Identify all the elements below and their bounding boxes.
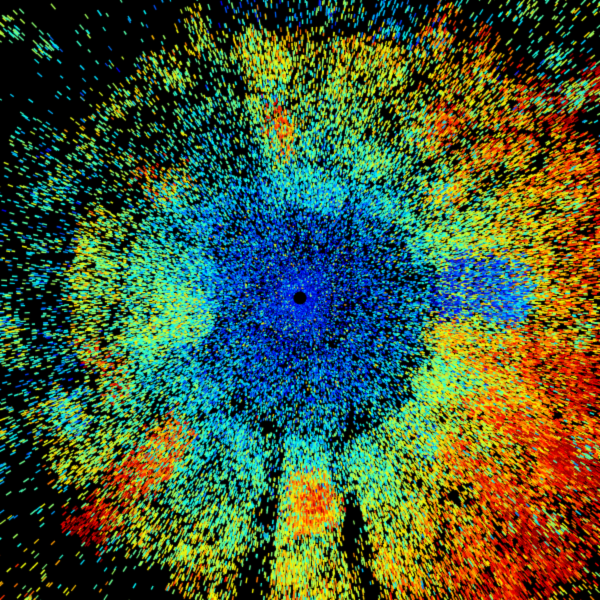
radial-point-cloud-canvas	[0, 0, 600, 600]
screenshot-root	[0, 0, 600, 600]
